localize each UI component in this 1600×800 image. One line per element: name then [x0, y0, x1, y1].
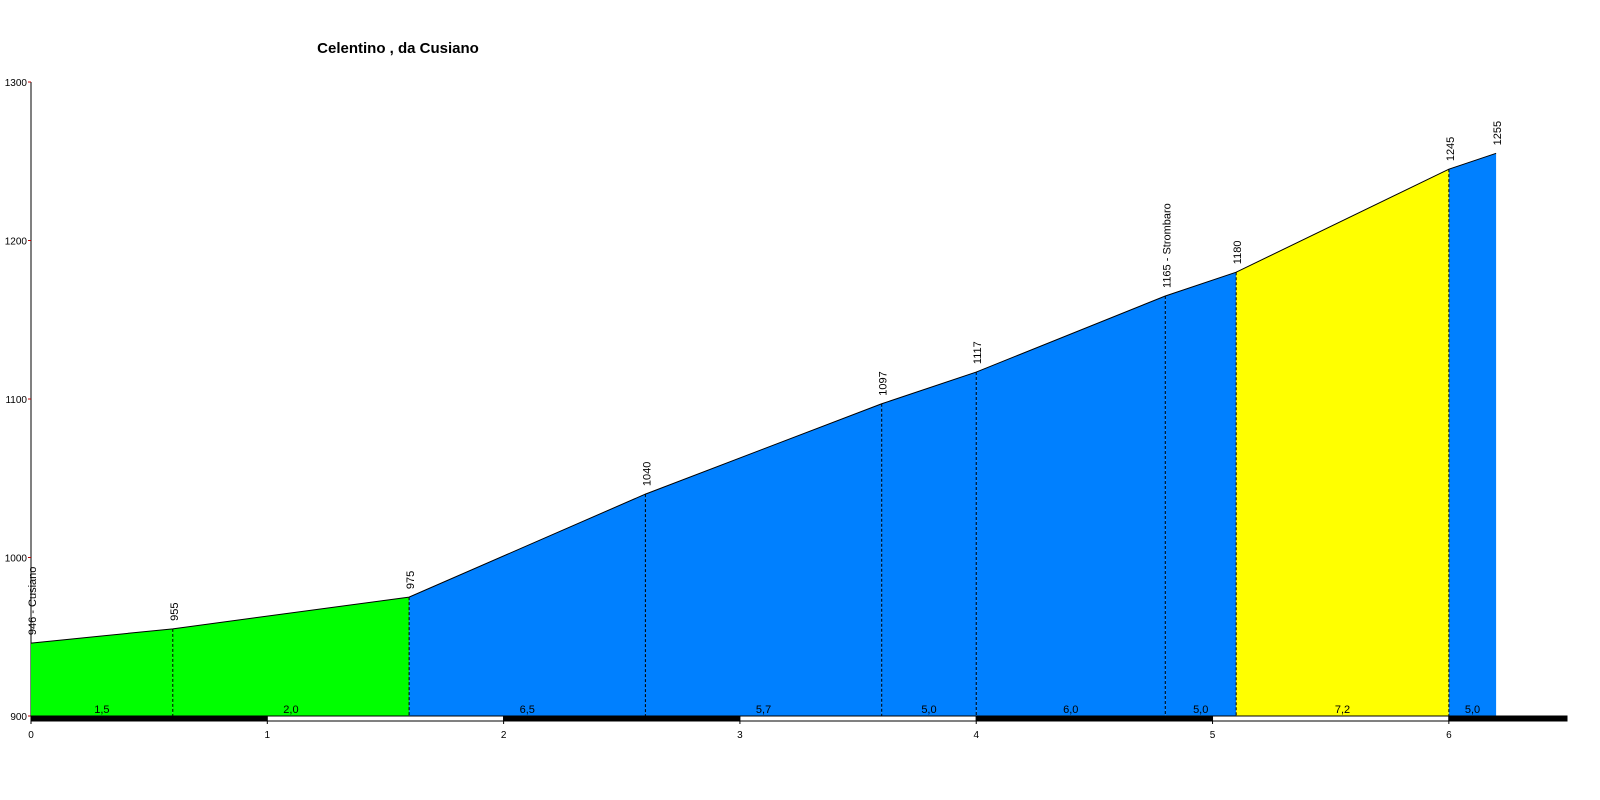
- point-label: 1097: [878, 371, 890, 395]
- x-tick-label: 2: [501, 730, 507, 741]
- point-label: 955: [169, 602, 181, 620]
- gradient-label: 2,0: [283, 704, 298, 716]
- gradient-label: 6,0: [1063, 704, 1078, 716]
- x-tick-label: 3: [737, 730, 743, 741]
- gradient-segment: [881, 372, 977, 716]
- y-tick-label: 1300: [5, 78, 28, 89]
- distance-scale: [1448, 715, 1568, 722]
- distance-scale: [30, 715, 268, 722]
- y-tick-label: 1100: [5, 395, 27, 406]
- point-label: 1180: [1232, 241, 1244, 265]
- gradient-label: 5,0: [1465, 704, 1480, 716]
- x-tick-label: 5: [1210, 730, 1216, 741]
- gradient-segment: [409, 494, 646, 716]
- profile-line: [30, 152, 1497, 644]
- chart-title: Celentino , da Cusiano: [317, 40, 479, 57]
- gradient-segment: [1236, 169, 1449, 717]
- distance-scale: [266, 715, 505, 722]
- point-label: 1245: [1445, 137, 1457, 161]
- x-tick-label: 4: [973, 730, 979, 741]
- distance-scale: [503, 715, 741, 722]
- distance-scale: [1212, 715, 1450, 722]
- point-label: 1255: [1492, 121, 1504, 145]
- distance-scale: [975, 715, 1214, 722]
- gradient-label: 5,0: [1193, 704, 1208, 716]
- y-tick-label: 1200: [5, 237, 28, 248]
- x-tick-label: 6: [1446, 730, 1452, 741]
- gradient-segment: [1165, 272, 1237, 716]
- point-label: 975: [405, 571, 417, 589]
- gradient-segment: [31, 628, 173, 716]
- x-tick-label: 1: [265, 730, 271, 741]
- gradient-label: 5,7: [756, 704, 771, 716]
- gradient-label: 5,0: [921, 704, 936, 716]
- gradient-label: 1,5: [94, 704, 109, 716]
- point-label: 1117: [972, 341, 984, 364]
- gradient-segment: [172, 597, 410, 716]
- gradient-segment: [1448, 153, 1497, 716]
- distance-scale: [739, 715, 977, 722]
- y-tick-label: 1000: [5, 554, 28, 565]
- gradient-label: 6,5: [520, 704, 535, 716]
- point-label: 1040: [641, 462, 653, 486]
- y-tick-label: 900: [10, 712, 27, 723]
- x-tick-label: 0: [28, 730, 34, 741]
- gradient-label: 7,2: [1335, 704, 1350, 716]
- point-label: 946 - Cusiano: [27, 567, 39, 636]
- gradient-segment: [976, 295, 1166, 716]
- point-label: 1165 - Strombaro: [1161, 203, 1173, 288]
- gradient-segment: [645, 403, 882, 716]
